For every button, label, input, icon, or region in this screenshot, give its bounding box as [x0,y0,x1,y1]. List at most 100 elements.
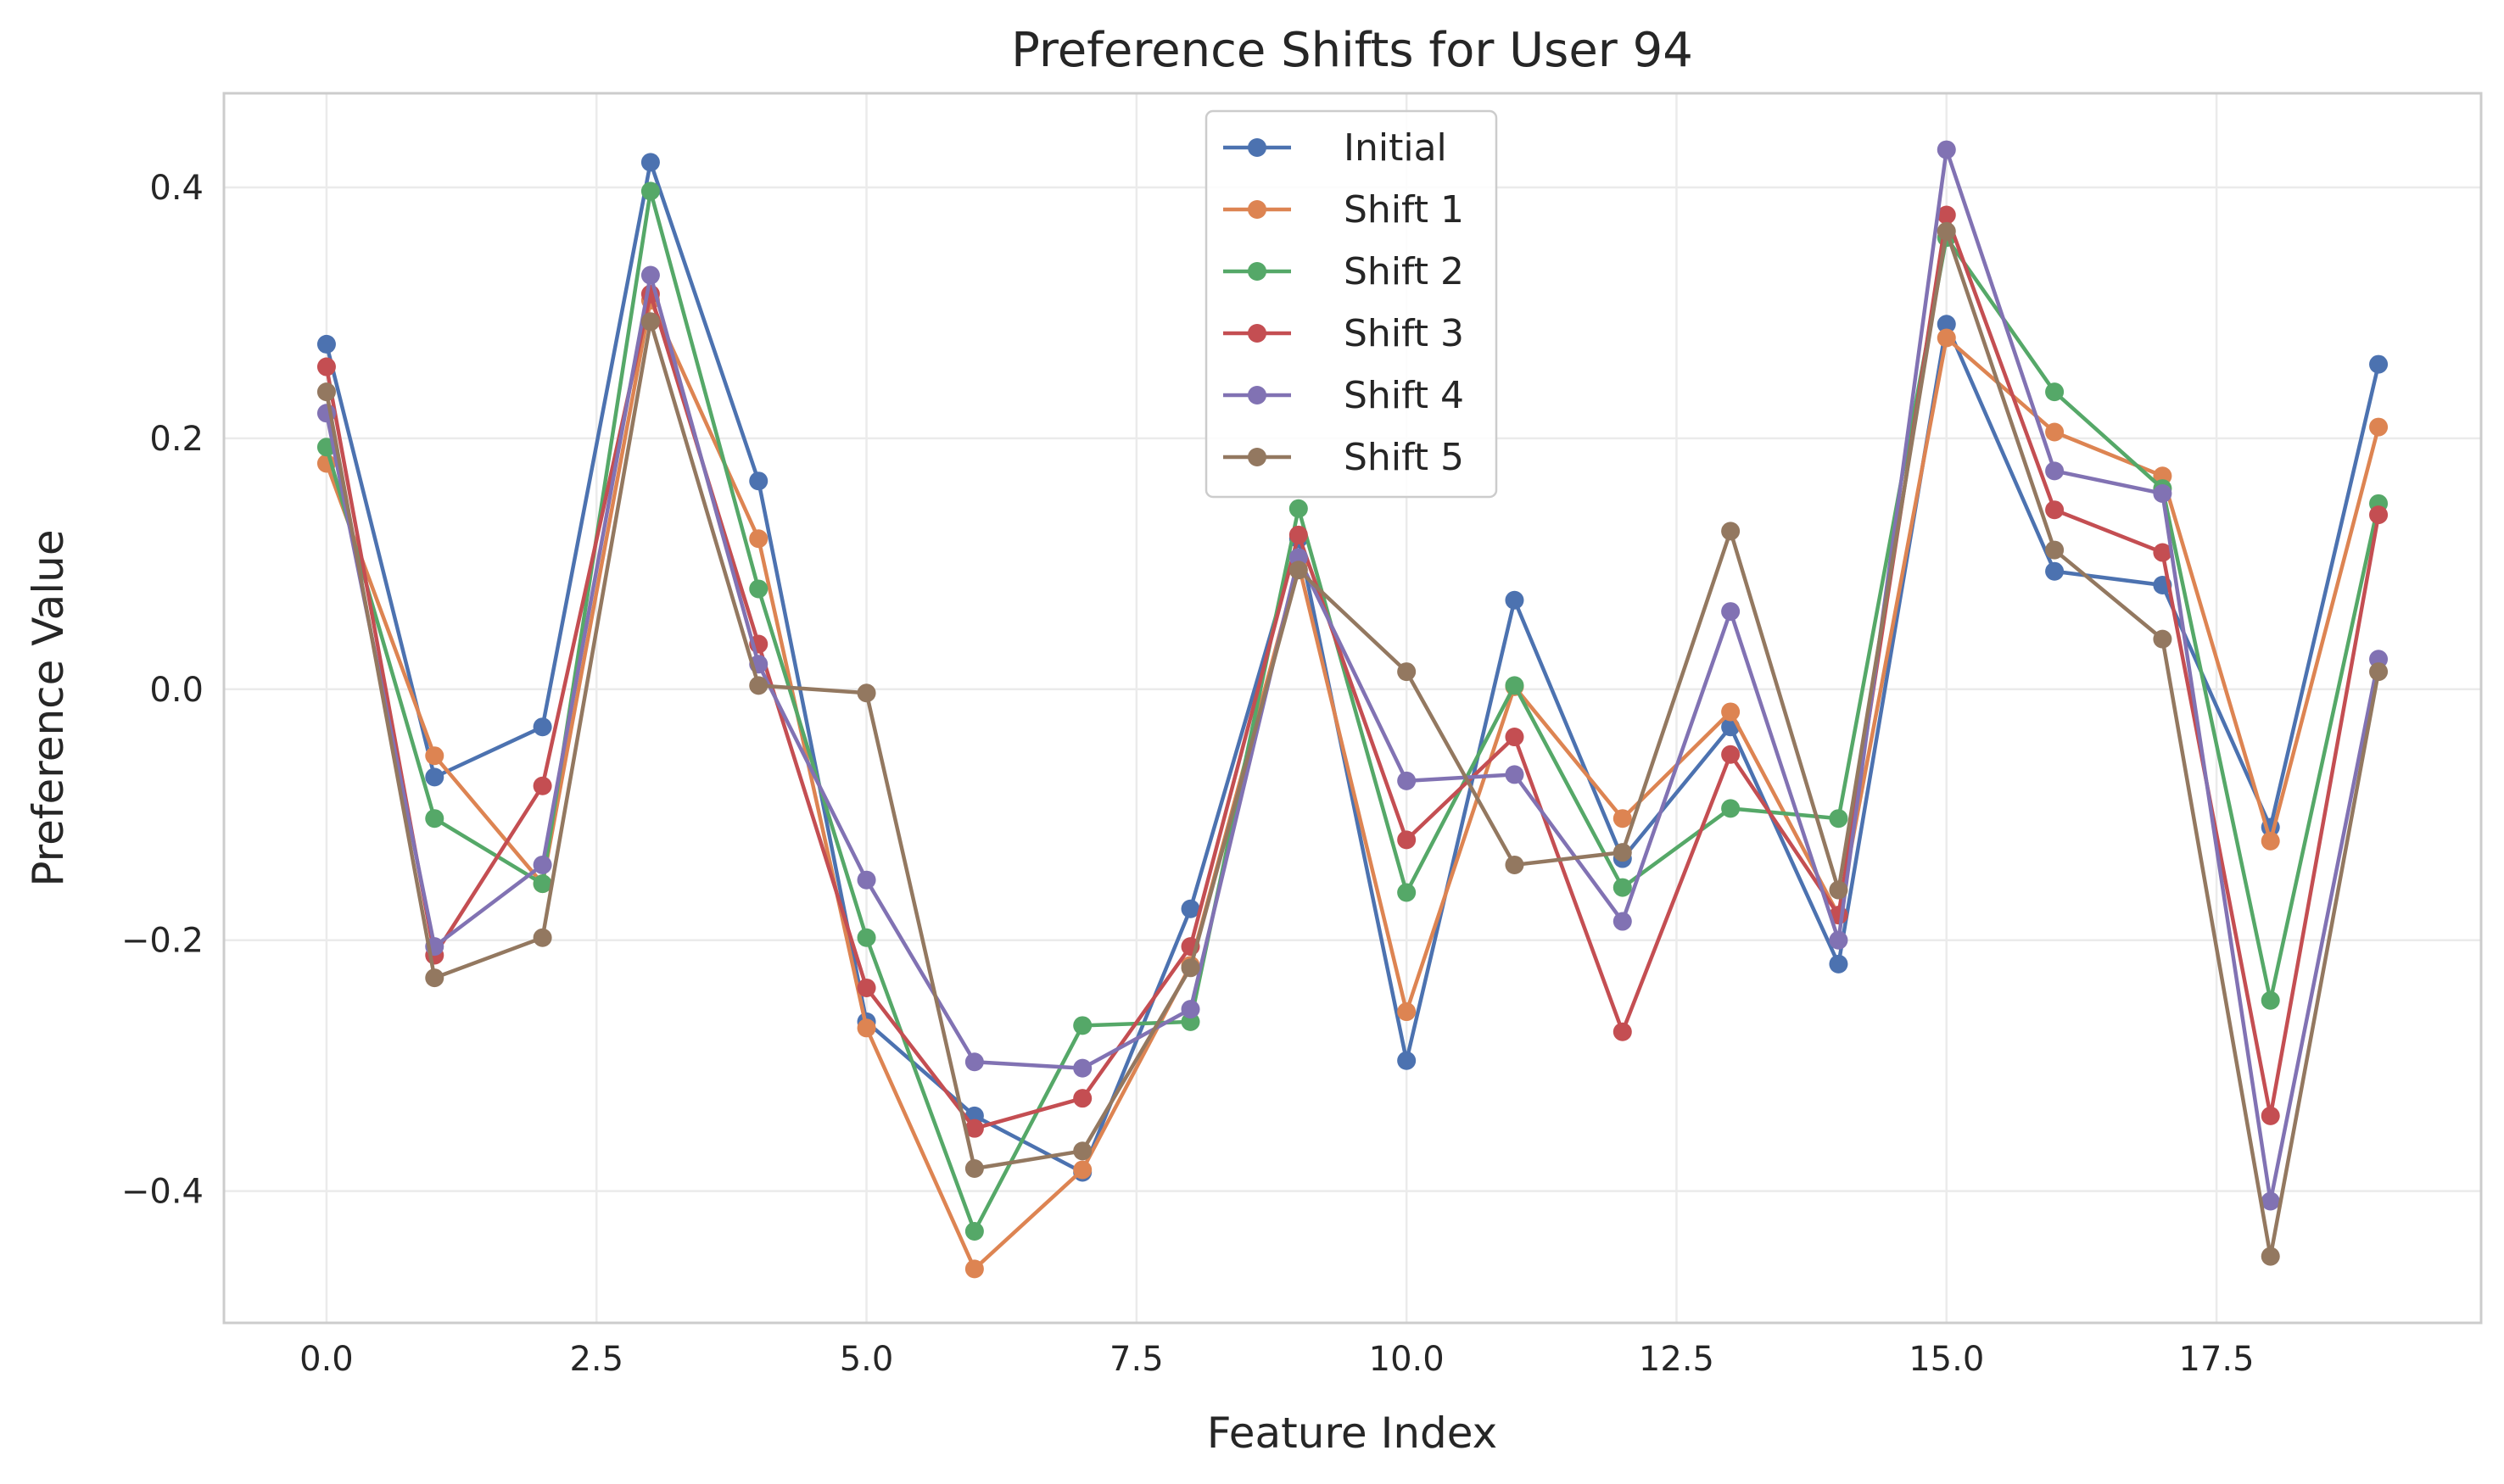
data-point [1613,843,1632,862]
data-point [1397,883,1417,902]
data-point [533,776,552,795]
legend-item: Shift 4 [1223,374,1464,417]
data-point [1721,602,1741,622]
y-axis-label: Preference Value [24,529,73,886]
data-point [316,334,336,354]
legend: Initial Shift 1 Shift 2 Shift 3 Shift 4 Shift… [1204,109,1498,499]
series-line [324,229,2381,1258]
data-point [2261,990,2280,1010]
data-point [425,746,444,766]
data-point [2261,1247,2280,1266]
data-point [2045,540,2065,560]
series-shift-2 [316,181,2389,1241]
y-tick-label: 0.0 [149,671,204,710]
data-point [1397,1051,1417,1070]
x-tick-label: 7.5 [1109,1340,1164,1379]
legend-marker [1248,386,1266,404]
data-point [1937,205,1956,225]
data-point [964,1159,984,1179]
data-point [425,809,444,828]
data-point [640,181,660,201]
data-point [1829,880,1848,900]
data-point [749,471,769,491]
x-tick-label: 5.0 [840,1340,894,1379]
data-point [1073,1089,1093,1108]
series-line [324,213,2381,1130]
x-axis-label: Feature Index [1207,1409,1497,1458]
data-point [749,579,769,599]
data-point [316,357,336,377]
data-point [1613,1022,1632,1041]
data-point [2261,831,2280,851]
series-layer [316,140,2389,1279]
legend-item: Initial [1223,126,1447,170]
data-point [2045,422,2065,442]
data-point [2261,1191,2280,1211]
data-point [749,529,769,549]
data-point [857,870,876,890]
legend-label: Shift 3 [1344,312,1464,355]
data-point [1937,315,1956,334]
data-point [1505,676,1524,695]
tick-labels: 0.0 2.5 5.0 7.5 10.0 12.5 15.0 17.5 −0.4 −0.2 0.0 0… [121,169,2255,1379]
data-point [2153,543,2172,562]
data-point [1721,799,1741,818]
data-point [1397,662,1417,682]
data-point [857,683,876,703]
data-point [1073,1016,1093,1035]
chart-title: Preference Shifts for User 94 [1011,23,1693,78]
plot-frame [222,92,2483,1325]
data-point [533,928,552,947]
data-point [2153,483,2172,503]
data-point [425,767,444,787]
data-point [857,978,876,997]
y-tick-label: −0.2 [121,922,204,961]
data-point [1829,809,1848,828]
data-point [1829,930,1848,950]
data-point [1937,328,1956,348]
legend-item: Shift 3 [1223,312,1464,355]
legend-marker [1248,262,1266,281]
data-point [749,676,769,695]
y-tick-label: −0.4 [121,1173,204,1212]
series-line [324,148,2381,1203]
data-point [964,1221,984,1241]
data-point [533,855,552,874]
x-tick-label: 2.5 [569,1340,623,1379]
x-tick-label: 0.0 [299,1340,354,1379]
data-point [425,968,444,988]
data-point [964,1259,984,1279]
data-point [1181,958,1200,978]
data-point [2369,354,2389,374]
data-point [1288,499,1308,518]
data-point [1721,745,1741,764]
y-tick-label: 0.4 [149,169,204,208]
data-point [2369,417,2389,437]
legend-marker [1248,324,1266,343]
data-point [2045,500,2065,520]
data-point [1288,561,1308,580]
legend-label: Shift 4 [1344,374,1464,417]
data-point [1937,221,1956,241]
data-point [1505,590,1524,610]
legend-marker [1248,200,1266,219]
legend-marker [1248,138,1266,157]
legend-item: Shift 5 [1223,436,1464,479]
data-point [1397,1002,1417,1022]
series-line [324,189,2381,1234]
data-point [857,1018,876,1038]
legend-marker [1248,448,1266,466]
data-point [640,312,660,332]
legend-label: Initial [1344,126,1447,170]
data-point [964,1119,984,1138]
x-tick-label: 12.5 [1639,1340,1714,1379]
data-point [964,1052,984,1072]
data-point [1505,765,1524,784]
data-point [1721,702,1741,722]
data-point [1073,1160,1093,1180]
data-point [1829,954,1848,974]
data-point [1505,728,1524,747]
data-point [2045,382,2065,402]
data-point [316,382,336,402]
